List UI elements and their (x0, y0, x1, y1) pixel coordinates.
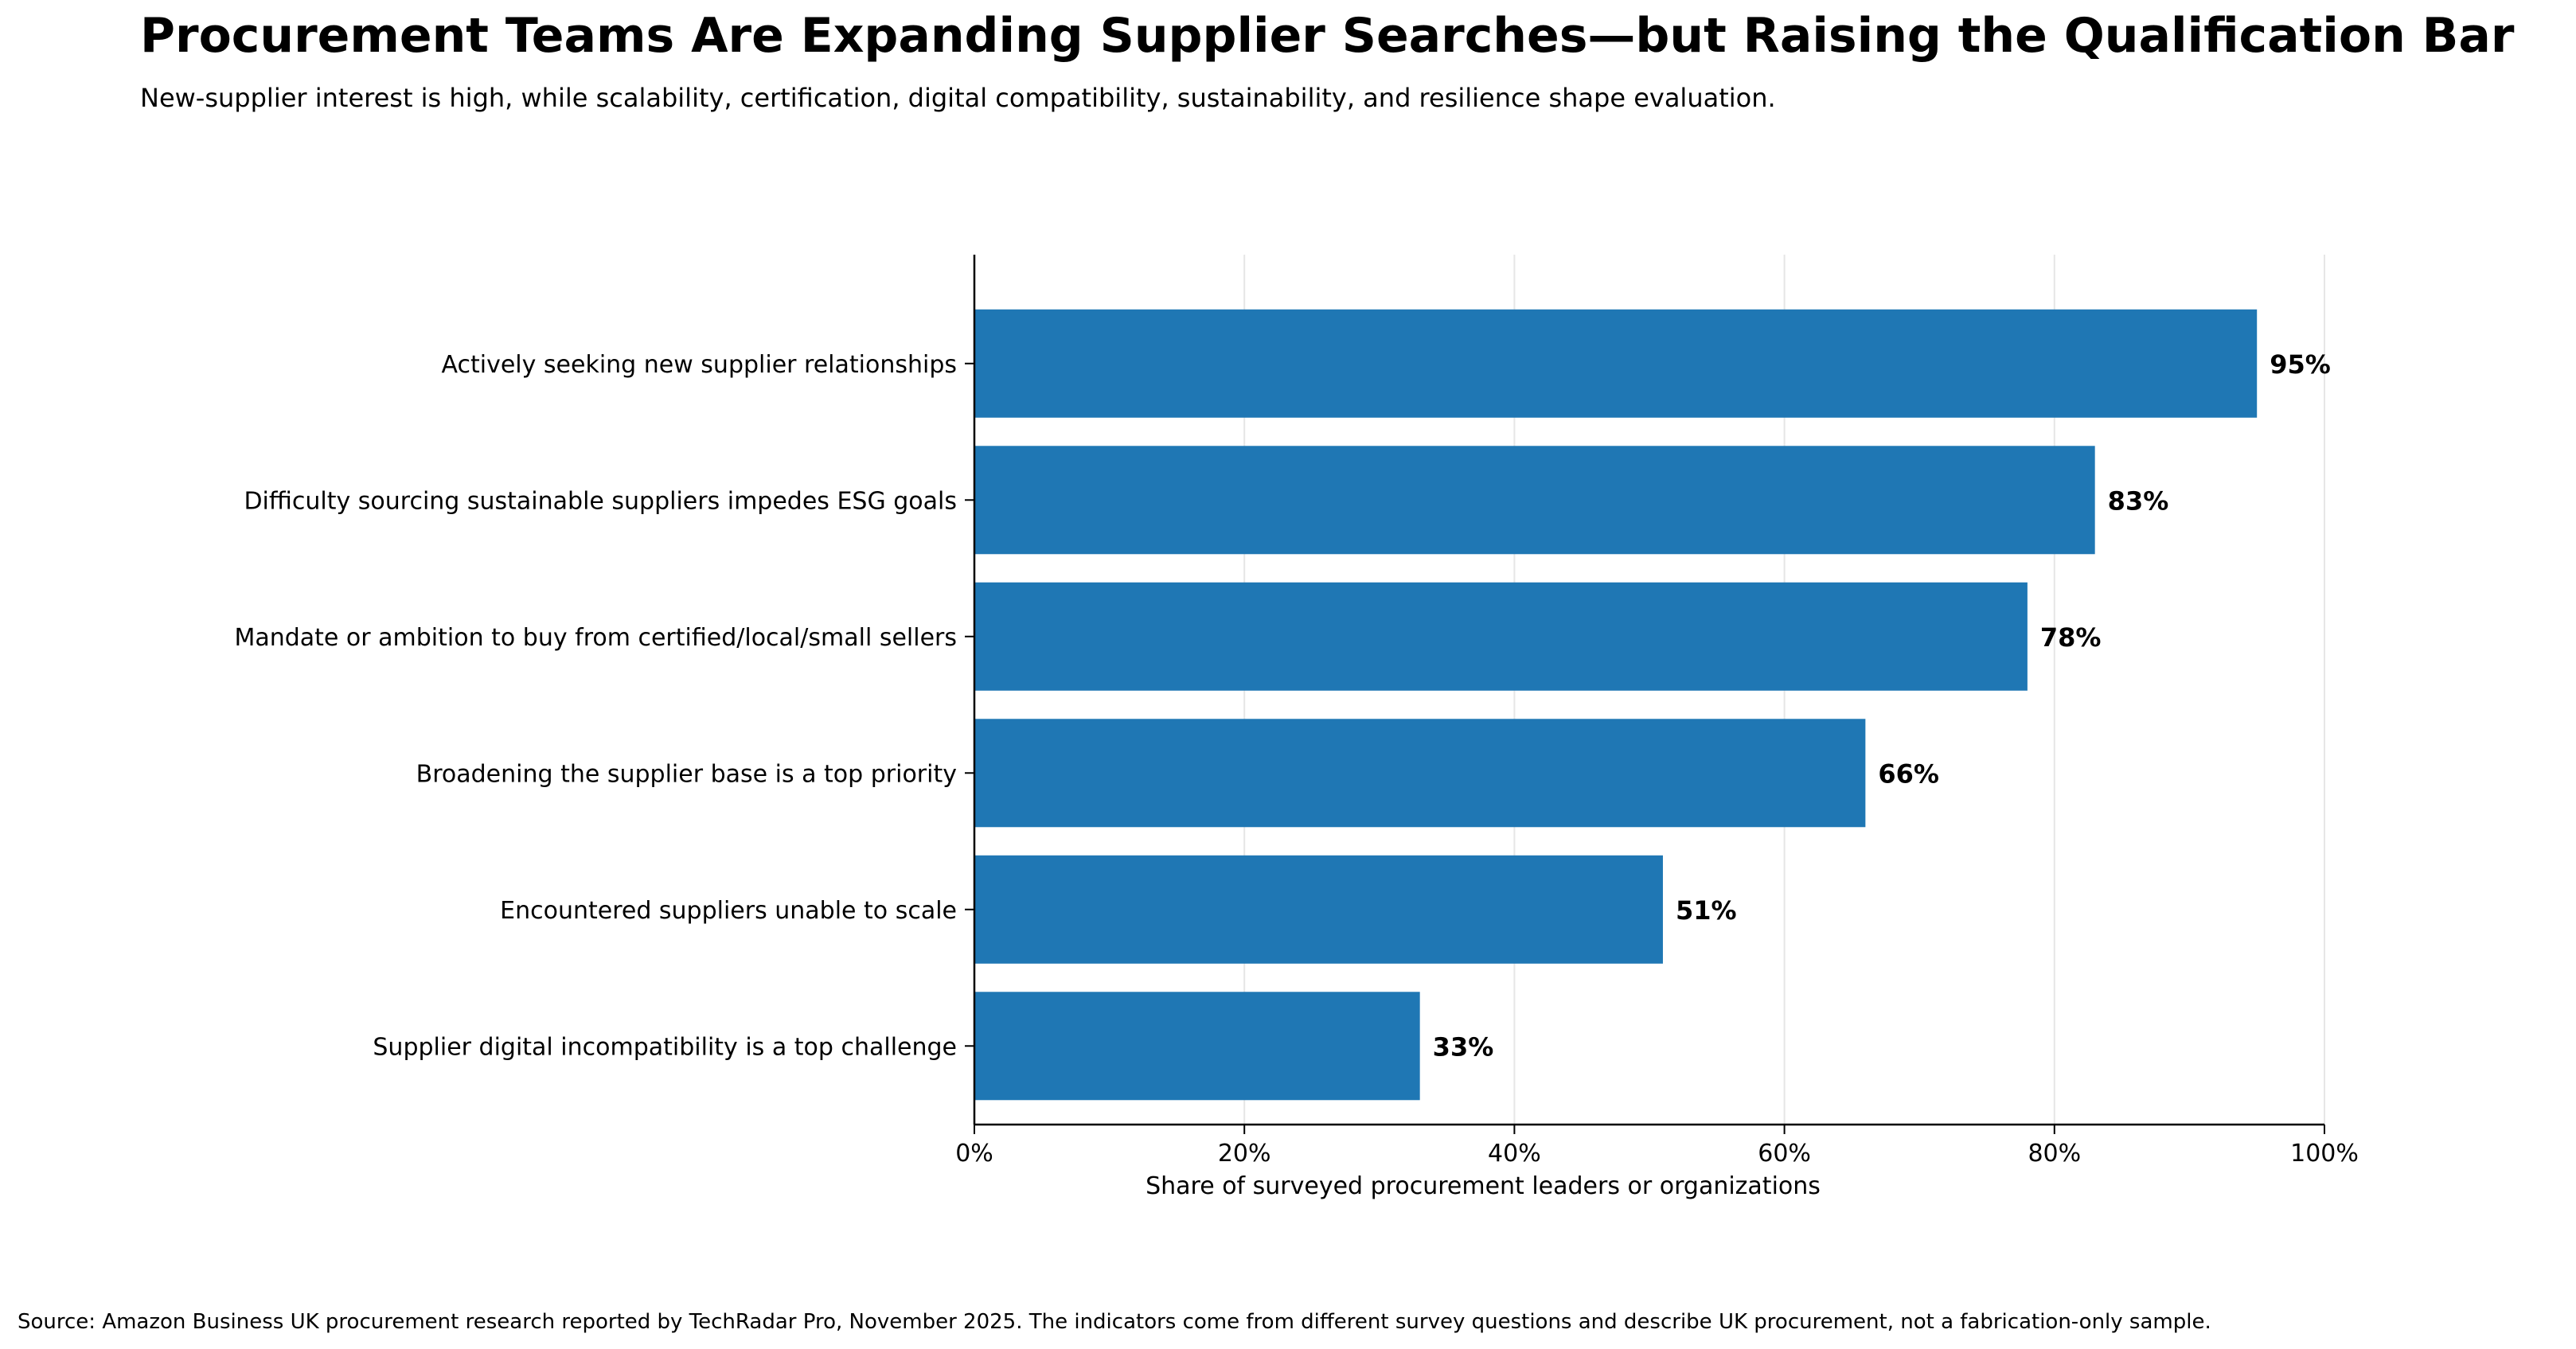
category-label: Actively seeking new supplier relationsh… (441, 351, 957, 379)
category-label: Mandate or ambition to buy from certifie… (234, 624, 957, 652)
x-tick-label: 80% (2028, 1140, 2081, 1168)
bar (974, 719, 1866, 828)
x-tick-label: 100% (2290, 1140, 2359, 1168)
category-label: Encountered suppliers unable to scale (500, 897, 957, 925)
chart-title: Procurement Teams Are Expanding Supplier… (140, 8, 2515, 64)
category-labels: Actively seeking new supplier relationsh… (234, 351, 974, 1061)
bars (974, 309, 2258, 1101)
category-label: Broadening the supplier base is a top pr… (416, 760, 957, 788)
value-label: 66% (1878, 758, 1939, 789)
category-label: Difficulty sourcing sustainable supplier… (244, 487, 957, 515)
x-tick-label: 20% (1218, 1140, 1271, 1168)
source-note: Source: Amazon Business UK procurement r… (18, 1310, 2211, 1334)
category-label: Supplier digital incompatibility is a to… (373, 1033, 957, 1061)
bar (974, 446, 2095, 555)
value-label: 33% (1433, 1031, 1494, 1062)
bar (974, 855, 1663, 964)
value-label: 95% (2270, 349, 2331, 380)
x-tick-label: 60% (1758, 1140, 1811, 1168)
axes (973, 255, 2324, 1126)
x-tick-label: 40% (1488, 1140, 1541, 1168)
value-label: 83% (2108, 485, 2169, 516)
x-axis-label: Share of surveyed procurement leaders or… (1146, 1172, 1821, 1200)
value-label: 51% (1676, 895, 1737, 926)
bar (974, 582, 2028, 691)
value-label: 78% (2040, 622, 2102, 653)
value-labels: 95% 83% 78% 66% 51% 33% (1433, 349, 2331, 1062)
bar (974, 309, 2258, 418)
x-ticks: 0% 20% 40% 60% 80% 100% (955, 1125, 2359, 1168)
chart-subtitle: New-supplier interest is high, while sca… (140, 83, 1776, 113)
x-tick-label: 0% (955, 1140, 993, 1168)
bar (974, 992, 1420, 1101)
